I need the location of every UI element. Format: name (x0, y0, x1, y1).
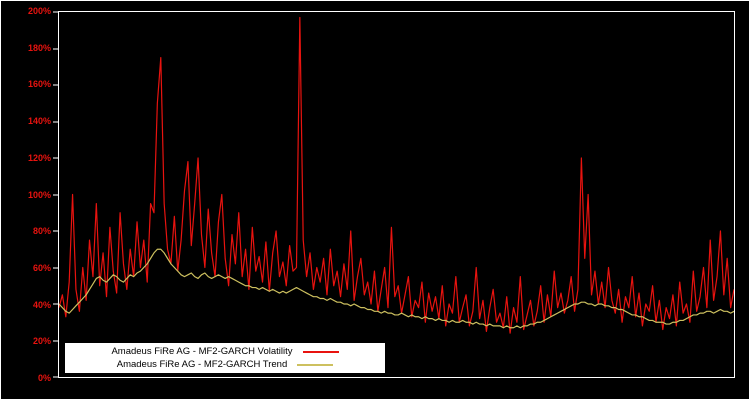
y-axis: 0% 20% 40% 60% 80% 100% 120% 140% 160% 180% 200% (1, 6, 55, 383)
volatility-line (59, 17, 734, 333)
y-tick-mark (53, 230, 58, 232)
chart-canvas (59, 12, 734, 377)
y-tick-mark (53, 48, 58, 49)
legend-item-volatility: Amadeus FiRe AG - MF2-GARCH Volatility (69, 346, 381, 357)
volatility-line-swatch (302, 350, 339, 353)
y-tick-mark (53, 194, 58, 195)
y-tick-label: 80% (32, 226, 51, 237)
y-tick-label: 140% (27, 116, 51, 127)
y-tick-label: 160% (27, 79, 51, 90)
y-tick-mark (53, 267, 58, 268)
y-tick-label: 0% (37, 373, 51, 383)
y-tick-mark (53, 303, 58, 305)
legend-label-trend: Amadeus FiRe AG - MF2-GARCH Trend (116, 359, 288, 370)
y-tick-label: 60% (32, 262, 51, 273)
legend: Amadeus FiRe AG - MF2-GARCH Volatility A… (64, 342, 386, 374)
y-tick-label: 120% (27, 152, 51, 163)
plot-area: Amadeus FiRe AG - MF2-GARCH Volatility A… (53, 11, 735, 378)
legend-label-volatility: Amadeus FiRe AG - MF2-GARCH Volatility (111, 346, 293, 357)
y-tick-mark (53, 376, 58, 378)
y-tick-label: 200% (27, 6, 51, 16)
y-tick-mark (53, 157, 58, 159)
y-tick-mark (53, 84, 58, 86)
y-tick-label: 20% (32, 336, 51, 347)
y-tick-mark (53, 121, 58, 122)
y-tick-mark (53, 11, 58, 13)
y-tick-label: 40% (32, 299, 51, 310)
y-tick-label: 180% (27, 42, 51, 53)
trend-line (59, 249, 734, 327)
y-axis-tick-marks (53, 11, 59, 378)
y-tick-mark (53, 340, 58, 341)
trend-line-swatch (297, 363, 334, 366)
legend-item-trend: Amadeus FiRe AG - MF2-GARCH Trend (69, 359, 381, 370)
y-tick-label: 100% (27, 189, 51, 200)
